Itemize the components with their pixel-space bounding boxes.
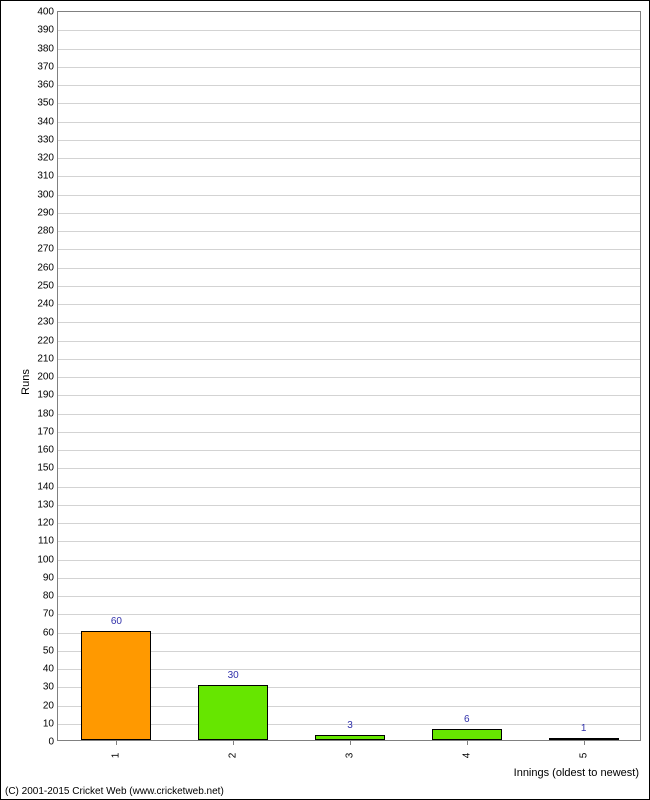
ytick-label: 80 (43, 591, 54, 602)
gridline (58, 286, 640, 287)
gridline (58, 395, 640, 396)
bar-value-label: 6 (464, 714, 470, 725)
plot-area: 0102030405060708090100110120130140150160… (57, 11, 641, 741)
ytick-label: 320 (37, 153, 54, 164)
y-axis-title: Runs (20, 369, 32, 395)
ytick-label: 40 (43, 664, 54, 675)
ytick-label: 310 (37, 171, 54, 182)
xtick-label: 4 (461, 753, 472, 759)
ytick-label: 400 (37, 7, 54, 18)
ytick-label: 330 (37, 134, 54, 145)
gridline (58, 523, 640, 524)
gridline (58, 49, 640, 50)
xtick-mark (584, 740, 585, 745)
bar (81, 631, 151, 741)
ytick-label: 340 (37, 116, 54, 127)
gridline (58, 414, 640, 415)
ytick-label: 120 (37, 518, 54, 529)
gridline (58, 341, 640, 342)
ytick-label: 270 (37, 244, 54, 255)
gridline (58, 30, 640, 31)
gridline (58, 213, 640, 214)
ytick-label: 30 (43, 682, 54, 693)
ytick-label: 160 (37, 445, 54, 456)
gridline (58, 614, 640, 615)
ytick-label: 200 (37, 372, 54, 383)
gridline (58, 140, 640, 141)
gridline (58, 67, 640, 68)
bar (432, 729, 502, 740)
chart-container: 0102030405060708090100110120130140150160… (0, 0, 650, 800)
ytick-label: 170 (37, 426, 54, 437)
ytick-label: 190 (37, 390, 54, 401)
ytick-label: 370 (37, 61, 54, 72)
bar-value-label: 30 (228, 670, 239, 681)
ytick-label: 150 (37, 463, 54, 474)
gridline (58, 122, 640, 123)
bar-value-label: 3 (347, 720, 353, 731)
ytick-label: 140 (37, 481, 54, 492)
ytick-label: 50 (43, 645, 54, 656)
bar-value-label: 60 (111, 616, 122, 627)
ytick-label: 280 (37, 226, 54, 237)
ytick-label: 250 (37, 280, 54, 291)
gridline (58, 304, 640, 305)
ytick-label: 360 (37, 80, 54, 91)
gridline (58, 322, 640, 323)
x-axis-title: Innings (oldest to newest) (514, 767, 639, 779)
ytick-label: 230 (37, 317, 54, 328)
ytick-label: 210 (37, 353, 54, 364)
gridline (58, 487, 640, 488)
ytick-label: 180 (37, 408, 54, 419)
ytick-label: 70 (43, 609, 54, 620)
gridline (58, 578, 640, 579)
xtick-mark (350, 740, 351, 745)
gridline (58, 158, 640, 159)
gridline (58, 560, 640, 561)
ytick-label: 290 (37, 207, 54, 218)
xtick-label: 2 (228, 753, 239, 759)
ytick-label: 220 (37, 335, 54, 346)
gridline (58, 432, 640, 433)
bar (198, 685, 268, 740)
gridline (58, 195, 640, 196)
ytick-label: 240 (37, 299, 54, 310)
ytick-label: 10 (43, 718, 54, 729)
gridline (58, 249, 640, 250)
ytick-label: 380 (37, 43, 54, 54)
ytick-label: 350 (37, 98, 54, 109)
gridline (58, 377, 640, 378)
gridline (58, 103, 640, 104)
gridline (58, 268, 640, 269)
gridline (58, 231, 640, 232)
xtick-mark (467, 740, 468, 745)
copyright-text: (C) 2001-2015 Cricket Web (www.cricketwe… (5, 786, 224, 797)
xtick-mark (233, 740, 234, 745)
ytick-label: 300 (37, 189, 54, 200)
gridline (58, 359, 640, 360)
gridline (58, 541, 640, 542)
xtick-label: 1 (111, 753, 122, 759)
gridline (58, 505, 640, 506)
ytick-label: 110 (38, 536, 54, 547)
gridline (58, 85, 640, 86)
ytick-label: 0 (48, 737, 54, 748)
ytick-label: 90 (43, 572, 54, 583)
ytick-label: 60 (43, 627, 54, 638)
xtick-label: 5 (578, 753, 589, 759)
ytick-label: 130 (37, 499, 54, 510)
gridline (58, 468, 640, 469)
gridline (58, 450, 640, 451)
bar-value-label: 1 (581, 723, 587, 734)
xtick-mark (116, 740, 117, 745)
ytick-label: 390 (37, 25, 54, 36)
gridline (58, 596, 640, 597)
gridline (58, 176, 640, 177)
ytick-label: 20 (43, 700, 54, 711)
ytick-label: 260 (37, 262, 54, 273)
xtick-label: 3 (345, 753, 356, 759)
ytick-label: 100 (37, 554, 54, 565)
